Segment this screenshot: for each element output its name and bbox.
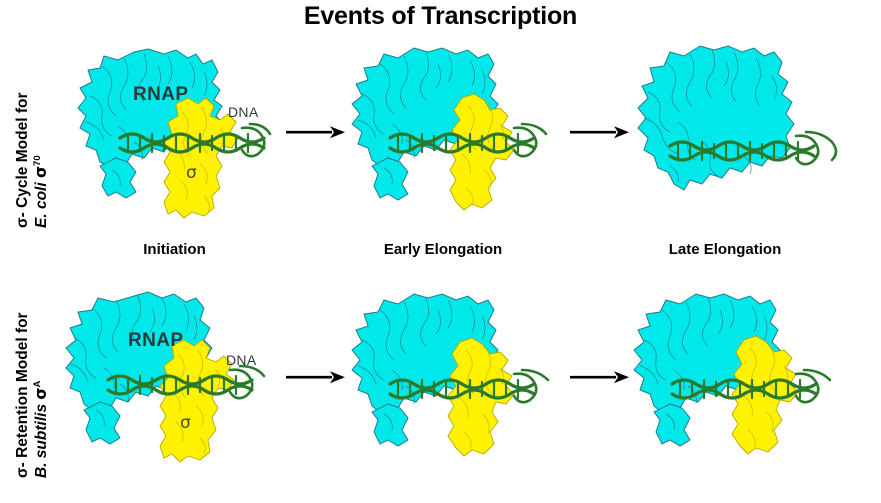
sigma-factor-surface	[159, 339, 235, 463]
transition-arrow-row1-2	[570, 123, 630, 141]
figure-title: Events of Transcription	[303, 2, 578, 30]
sigma-superscript: A	[32, 380, 44, 388]
sigma-glyph: σ	[32, 165, 51, 179]
structure-panel-row2-initiation	[64, 291, 279, 472]
stage-label-early-elongation: Early Elongation	[383, 241, 503, 258]
sigma-glyph: σ	[32, 387, 51, 400]
row-label-sigma-retention: σ- Retention Model for B. subtilis σA	[14, 312, 52, 478]
transition-arrow-row2-1	[286, 368, 346, 386]
transition-arrow-row2-2	[570, 368, 630, 386]
sigma-factor-surface	[449, 93, 515, 211]
row-label-line-2: E. coli σ70	[32, 93, 51, 228]
structure-panel-row2-late-elongation	[628, 292, 843, 472]
row-label-line-1: σ- Cycle Model for	[14, 92, 31, 228]
sigma-factor-surface	[163, 97, 239, 219]
dna-helix	[388, 368, 550, 404]
stage-label-initiation: Initiation	[143, 241, 206, 258]
dna-helix	[668, 130, 838, 166]
dna-helix	[670, 368, 832, 404]
structure-panel-row1-late-elongation	[636, 45, 851, 226]
rnap-surface	[637, 45, 795, 191]
dna-helix	[118, 122, 272, 158]
sigma-superscript: 70	[32, 155, 44, 166]
row-label-sigma-cycle: σ- Cycle Model for E. coli σ70	[14, 93, 52, 228]
dna-helix	[388, 122, 548, 158]
sigma-factor-surface	[447, 337, 515, 457]
structure-panel-row1-early-elongation	[348, 46, 563, 226]
structure-panel-row2-early-elongation	[348, 292, 563, 472]
stage-label-late-elongation: Late Elongation	[668, 241, 782, 258]
dna-helix	[106, 364, 266, 400]
row-label-organism: E. coli	[33, 178, 51, 228]
row-label-line-1: σ- Retention Model for	[14, 312, 31, 478]
row-label-line-2: B. subtilis σA	[32, 312, 51, 478]
rnap-surface	[65, 291, 215, 445]
transition-arrow-row1-1	[286, 123, 346, 141]
structure-panel-row1-initiation	[72, 46, 287, 226]
row-label-organism: B. subtilis	[33, 399, 51, 478]
